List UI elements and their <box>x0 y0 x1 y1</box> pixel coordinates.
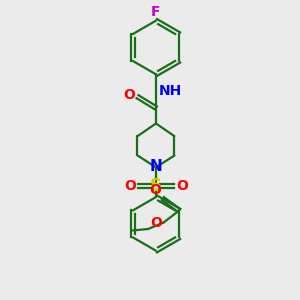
Text: S: S <box>150 177 162 195</box>
Text: O: O <box>123 88 135 103</box>
Text: NH: NH <box>158 84 182 98</box>
Text: O: O <box>150 216 162 230</box>
Text: O: O <box>124 179 136 193</box>
Text: O: O <box>149 183 161 197</box>
Text: F: F <box>151 4 161 19</box>
Text: O: O <box>176 179 188 193</box>
Text: N: N <box>150 159 162 174</box>
